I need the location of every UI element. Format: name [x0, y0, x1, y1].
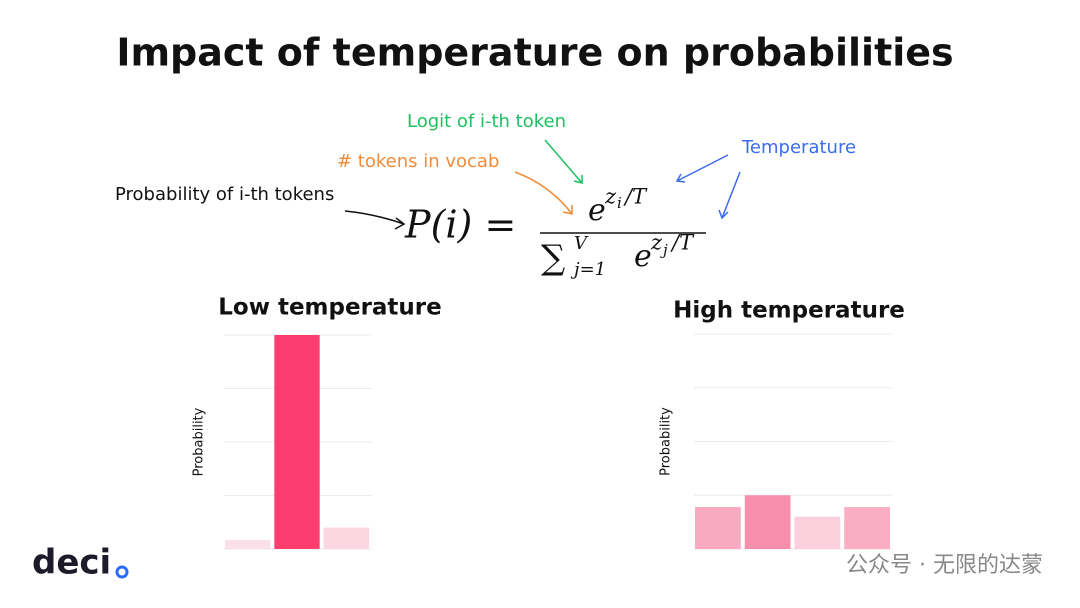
y-axis-label: Probability: [192, 407, 207, 476]
formula-part: ∑: [541, 238, 565, 278]
formula-part: j=1: [570, 259, 606, 280]
formula-part: j: [660, 241, 668, 259]
formula-part: z: [604, 185, 617, 209]
annotation: Logit of i-th token: [407, 111, 566, 132]
arrows: [344, 139, 741, 230]
y-axis-label: Probability: [659, 407, 674, 476]
formula-part: i: [617, 194, 622, 212]
bar: [794, 516, 841, 549]
logo-dot: [115, 565, 129, 579]
formula-part: z: [650, 231, 663, 255]
formula-part: e: [634, 239, 652, 274]
watermark: 公众号 · 无限的达蒙: [846, 553, 1043, 578]
bar: [744, 495, 791, 549]
chart-title: Low temperature: [218, 295, 442, 321]
logo: deci: [32, 543, 111, 583]
formula-part: /T: [623, 185, 648, 209]
formula-part: V: [574, 233, 589, 254]
formula-lhs: P(i) =: [404, 203, 516, 247]
chart-title: High temperature: [673, 298, 905, 324]
slide-title: Impact of temperature on probabilities: [116, 31, 953, 75]
annotation: # tokens in vocab: [337, 151, 499, 172]
formula-part: /T: [670, 231, 695, 255]
bar: [225, 539, 271, 549]
annotation: Temperature: [741, 137, 856, 158]
bar: [695, 507, 741, 549]
formula: P(i) = e z i /T ∑ V j=1 e z j /T: [404, 185, 706, 280]
bar: [323, 527, 369, 549]
bar: [274, 335, 320, 549]
formula-part: e: [588, 193, 606, 228]
bar: [844, 507, 890, 549]
annotation: Probability of i-th tokens: [115, 184, 334, 205]
